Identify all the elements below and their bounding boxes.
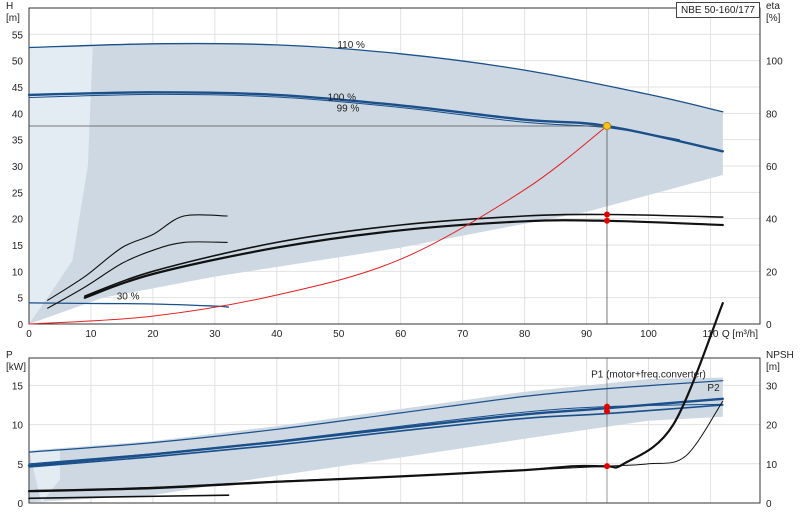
y-tick-label: 20 [12,215,24,226]
power-axis-unit: [kW] [6,362,26,373]
npsh-tick-label: 0 [766,499,772,510]
power-tick-label: 0 [17,499,23,510]
npsh-tick-label: 20 [766,421,778,432]
head-axis-title: H [6,1,13,12]
y-tick-label: 15 [12,241,24,252]
operating-range-band [29,377,723,503]
efficiency-operating-point [603,217,610,224]
npsh-axis-title: NPSH [766,350,794,361]
curve-label-100: 100 % [328,92,356,103]
x-tick-label: 80 [519,329,531,340]
power-operating-point [603,408,610,415]
x-tick-label: 30 [209,329,221,340]
x-tick-label: 20 [147,329,159,340]
duty-point-marker [602,121,612,131]
curve-label-110: 110 % [337,40,365,51]
power-curve-0 [28,380,724,453]
x-tick-label: 100 [640,329,657,340]
y-tick-label: 55 [12,30,24,41]
npsh-tick-label: 10 [766,460,778,471]
head-curve-6 [47,214,228,301]
y-tick-label: 50 [12,57,24,68]
eta-axis-unit: [%] [766,13,781,24]
power-operating-point [603,403,610,410]
operating-range-band [29,43,723,325]
plot-frame-1 [28,357,761,504]
head-curve-8 [28,125,608,325]
efficiency-operating-point [603,211,610,218]
x-tick-label: 0 [26,329,32,340]
power-operating-point [603,463,610,470]
npsh-axis-unit: [m] [766,362,780,373]
head-curve-0 [28,42,724,113]
eta-tick-label: 40 [766,215,778,226]
eta-tick-label: 80 [766,109,778,120]
curve-label-99: 99 % [337,104,360,115]
power-tick-label: 10 [12,421,24,432]
power-tick-label: 15 [12,381,24,392]
y-tick-label: 5 [17,294,23,305]
x-tick-label: 50 [333,329,345,340]
eta-tick-label: 20 [766,267,778,278]
eta-tick-label: 100 [766,57,783,68]
flow-axis-title: Q [m³/h] [722,329,758,340]
p1-label: P1 (motor+freq.converter) [591,370,706,381]
y-tick-label: 40 [12,109,24,120]
x-tick-label: 10 [85,329,97,340]
x-tick-label: 40 [271,329,283,340]
y-tick-label: 45 [12,83,24,94]
head-axis-unit: [m] [6,13,20,24]
eta-axis-title: eta [766,1,780,12]
eta-tick-label: 60 [766,162,778,173]
p2-label: P2 [707,383,720,394]
power-curve-5 [28,400,724,491]
x-tick-label: 90 [581,329,593,340]
power-curve-6 [28,494,230,500]
head-curve-7 [47,241,228,309]
operating-range-edge [29,46,93,325]
npsh-tick-label: 30 [766,381,778,392]
pump-model-label: NBE 50-160/177 [676,2,760,18]
head-curve-2 [28,93,680,141]
power-tick-label: 5 [17,460,23,471]
y-tick-label: 35 [12,136,24,147]
plot-frame-0 [28,7,761,325]
eta-tick-label: 0 [766,320,772,331]
y-tick-label: 0 [17,320,23,331]
y-tick-label: 25 [12,188,24,199]
head-curve-3 [28,302,230,308]
curve-label-30: 30 % [117,291,140,302]
y-tick-label: 10 [12,267,24,278]
x-tick-label: 70 [457,329,469,340]
x-tick-label: 60 [395,329,407,340]
y-tick-label: 30 [12,162,24,173]
power-axis-title: P [6,350,13,361]
